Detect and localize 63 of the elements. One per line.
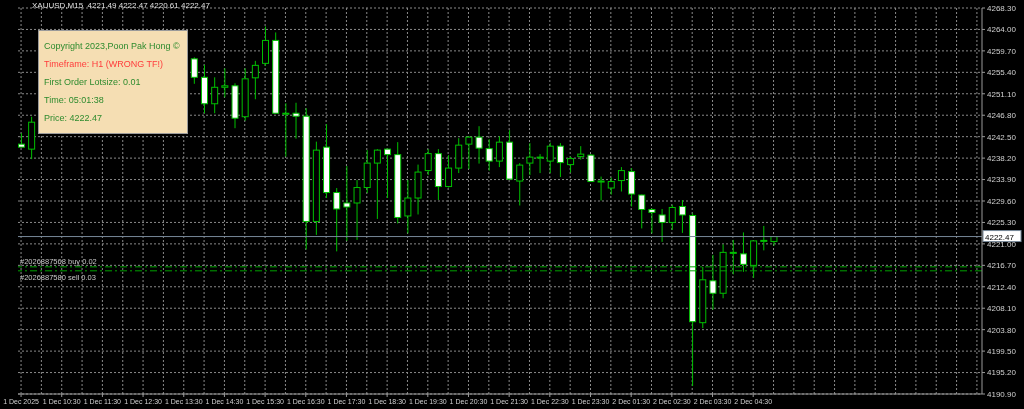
y-tick-label: 4246.80 <box>987 111 1017 121</box>
y-tick-label: 4242.50 <box>987 132 1017 142</box>
candlestick <box>658 208 666 243</box>
candlestick <box>678 199 686 234</box>
candlestick <box>709 254 717 311</box>
candlestick <box>424 148 432 176</box>
candlestick <box>617 166 625 193</box>
ref-line-label: 4222.47 <box>985 232 1015 242</box>
annotation: Timeframe: H1 (WRONG TF!) <box>44 58 164 71</box>
candlestick <box>211 76 219 114</box>
candlestick <box>404 179 412 234</box>
annotation: First Order Lotsize: 0.01 <box>44 76 142 89</box>
candlestick <box>292 102 300 140</box>
y-tick-label: 4208.10 <box>987 304 1017 314</box>
candlestick <box>465 135 473 170</box>
candlestick <box>536 153 544 174</box>
candlestick <box>333 187 341 252</box>
candlestick <box>485 138 493 172</box>
candlestick <box>729 239 737 275</box>
candlestick <box>638 194 646 229</box>
candlestick <box>384 148 392 199</box>
y-tick-label: 4268.30 <box>987 3 1017 13</box>
y-tick-label: 4195.20 <box>987 368 1017 378</box>
annotation: Copyright 2023,Poon Pak Hong © <box>44 40 181 53</box>
y-tick-label: 4264.00 <box>987 25 1017 35</box>
annotation: Price: 4222.47 <box>44 112 104 125</box>
candlestick <box>516 162 524 206</box>
candlestick <box>455 137 463 174</box>
y-tick-label: 4233.90 <box>987 175 1017 185</box>
candlestick <box>668 204 676 231</box>
y-tick-label: 4229.60 <box>987 196 1017 206</box>
candlestick <box>190 56 198 85</box>
candlestick <box>526 142 534 176</box>
y-tick-label: 4212.40 <box>987 282 1017 292</box>
candlestick <box>475 125 483 165</box>
y-tick-label: 4238.20 <box>987 153 1017 163</box>
candlestick <box>546 142 554 174</box>
y-tick-label: 4199.50 <box>987 346 1017 356</box>
candlestick <box>556 142 564 178</box>
candlestick <box>495 135 503 168</box>
candlestick <box>648 207 656 234</box>
y-tick-label: 4255.40 <box>987 68 1017 78</box>
candlestick <box>282 102 290 158</box>
annotation: Time: 05:01:38 <box>44 94 105 107</box>
candlestick <box>262 25 270 67</box>
candlestick <box>628 167 636 207</box>
candlestick <box>739 231 747 273</box>
candlestick <box>445 154 453 189</box>
y-tick-label: 4190.90 <box>987 389 1017 399</box>
y-tick-label: 4216.70 <box>987 261 1017 271</box>
y-tick-label: 4225.30 <box>987 218 1017 228</box>
candlestick <box>251 60 259 100</box>
candlestick <box>353 179 361 241</box>
y-tick-label: 4251.10 <box>987 89 1017 99</box>
chart-title: XAUUSD,M15 4221.49 4222.47 4220.61 4222.47 <box>32 1 210 10</box>
candlestick <box>373 148 381 220</box>
candlestick <box>597 176 605 201</box>
candlestick <box>221 67 229 98</box>
candlestick <box>760 225 768 251</box>
y-tick-label: 4259.70 <box>987 46 1017 56</box>
y-tick-label: 4221.00 <box>987 239 1017 249</box>
y-tick-label: 4203.80 <box>987 325 1017 335</box>
candlestick <box>343 165 351 242</box>
